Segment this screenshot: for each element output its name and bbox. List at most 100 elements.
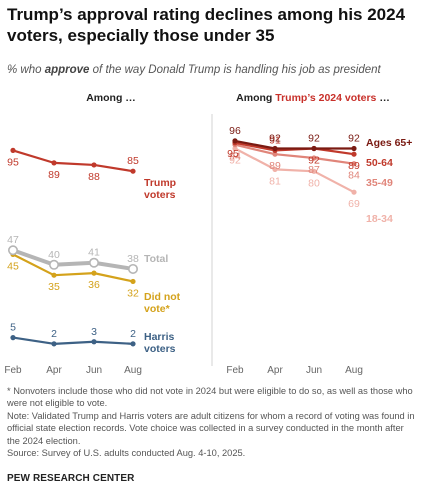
data-label-35-49: 87 — [308, 164, 320, 176]
pew-research-center-logo: PEW RESEARCH CENTER — [7, 473, 135, 484]
data-point-harris-voters — [91, 339, 97, 345]
series-line-did-not-vote — [11, 253, 135, 283]
data-point-35-49 — [311, 155, 317, 161]
data-point-total — [89, 257, 100, 268]
chart-title: Trump’s approval rating declines among h… — [7, 5, 406, 45]
right-header-highlight: Trump’s 2024 voters — [275, 92, 376, 104]
data-label-did-not-vote: 32 — [127, 287, 139, 299]
chart-subtitle: % who approve of the way Donald Trump is… — [7, 64, 419, 76]
data-label-did-not-vote: 45 — [7, 260, 19, 272]
data-label-ages-65: 92 — [308, 133, 320, 145]
data-point-trump-voters — [130, 168, 136, 174]
source-note: Source: Survey of U.S. adults conducted … — [7, 448, 246, 459]
x-tick-label-feb: Feb — [4, 365, 22, 376]
data-label-did-not-vote: 36 — [88, 279, 100, 291]
series-line-harris-voters — [11, 336, 135, 345]
series-ages-65: 96 92 92 92 Ages 65+ — [229, 125, 412, 152]
data-point-did-not-vote — [91, 270, 97, 276]
subtitle-prefix: % who — [7, 64, 45, 76]
data-point-trump-voters — [10, 147, 16, 153]
series-label-trump-voters: voters — [144, 189, 176, 201]
footnote-nonvoters: * Nonvoters include those who did not vo… — [7, 386, 413, 409]
series-label-35-49: 35-49 — [366, 177, 393, 189]
data-point-trump-voters — [51, 160, 57, 166]
series-label-did-not-vote: Did not — [144, 291, 181, 303]
data-point-ages-65 — [232, 138, 238, 144]
data-label-did-not-vote: 35 — [48, 281, 60, 293]
data-point-ages-65 — [351, 145, 357, 152]
series-line-18-34 — [233, 147, 356, 194]
x-tick-label-aug: Aug — [345, 365, 363, 376]
data-point-did-not-vote — [51, 272, 57, 278]
data-label-35-49: 89 — [269, 160, 281, 172]
data-point-18-34 — [272, 166, 278, 172]
series-line-35-49 — [233, 143, 356, 165]
series-label-total: Total — [144, 253, 168, 265]
data-label-35-49: 94 — [229, 151, 241, 163]
data-point-ages-65 — [272, 145, 278, 152]
series-label-50-64: 50-64 — [366, 157, 393, 169]
x-tick-label-apr: Apr — [46, 365, 62, 376]
data-point-35-49 — [351, 161, 357, 167]
data-label-trump-voters: 85 — [127, 155, 139, 167]
right-panel: Feb Apr Jun Aug 92 81 80 69 18-34 94 89 87 84 35-49 95… — [226, 125, 412, 376]
series-label-18-34: 18-34 — [366, 213, 393, 225]
x-tick-label-jun: Jun — [306, 365, 322, 376]
series-label-ages-65: Ages 65+ — [366, 137, 412, 149]
data-label-18-34: 69 — [348, 198, 360, 210]
data-label-ages-65: 92 — [269, 133, 281, 145]
x-tick-label-apr: Apr — [267, 365, 283, 376]
subtitle-emphasis: approve — [44, 64, 90, 76]
data-label-trump-voters: 89 — [48, 169, 60, 181]
data-point-35-49 — [272, 151, 278, 157]
series-label-harris-voters: Harris — [144, 331, 175, 343]
note-validated-voters: Note: Validated Trump and Harris voters … — [7, 410, 415, 446]
data-label-35-49: 84 — [348, 170, 360, 182]
notes-block: * Nonvoters include those who did not vo… — [7, 385, 417, 459]
series-line-trump-voters — [11, 149, 135, 173]
data-point-18-34 — [311, 168, 317, 174]
subtitle-suffix: of the way Donald Trump is handling his … — [89, 64, 381, 76]
data-label-total: 38 — [127, 253, 139, 265]
data-label-18-34: 80 — [308, 177, 320, 189]
series-label-harris-voters: voters — [144, 343, 176, 355]
data-point-18-34 — [232, 145, 238, 152]
series-label-trump-voters: Trump — [144, 177, 176, 189]
data-label-ages-65: 96 — [229, 125, 241, 137]
x-tick-label-feb: Feb — [226, 365, 244, 376]
data-point-total — [128, 263, 139, 274]
x-tick-label-aug: Aug — [124, 365, 142, 376]
x-tick-label-jun: Jun — [86, 365, 102, 376]
data-label-ages-65: 92 — [348, 133, 360, 145]
data-label-50-64: 92 — [308, 155, 320, 167]
data-label-harris-voters: 2 — [51, 328, 57, 340]
right-panel-header: Among Trump’s 2024 voters … — [236, 92, 390, 104]
data-label-total: 41 — [88, 247, 100, 259]
data-label-trump-voters: 95 — [7, 156, 19, 168]
data-label-50-64: 89 — [348, 160, 360, 172]
data-label-total: 47 — [7, 234, 19, 246]
series-label-did-not-vote: vote* — [144, 303, 171, 315]
data-point-harris-voters — [51, 341, 57, 347]
data-label-trump-voters: 88 — [88, 171, 100, 183]
right-header-prefix: Among — [236, 92, 275, 104]
data-point-harris-voters — [10, 335, 16, 341]
data-point-did-not-vote — [130, 278, 136, 285]
right-header-suffix: … — [376, 92, 389, 104]
series-line-total — [11, 248, 135, 271]
data-label-18-34: 81 — [269, 175, 281, 187]
series-line-ages-65 — [233, 139, 356, 150]
series-18-34: 92 81 80 69 18-34 — [229, 145, 393, 225]
data-label-total: 40 — [48, 249, 60, 261]
data-label-harris-voters: 5 — [10, 322, 16, 334]
data-label-18-34: 92 — [229, 155, 241, 167]
data-label-harris-voters: 2 — [130, 328, 136, 340]
data-point-total — [8, 245, 18, 256]
series-total: 47 40 41 38 Total — [7, 234, 168, 274]
data-point-ages-65 — [311, 145, 317, 152]
data-label-harris-voters: 3 — [91, 326, 97, 338]
